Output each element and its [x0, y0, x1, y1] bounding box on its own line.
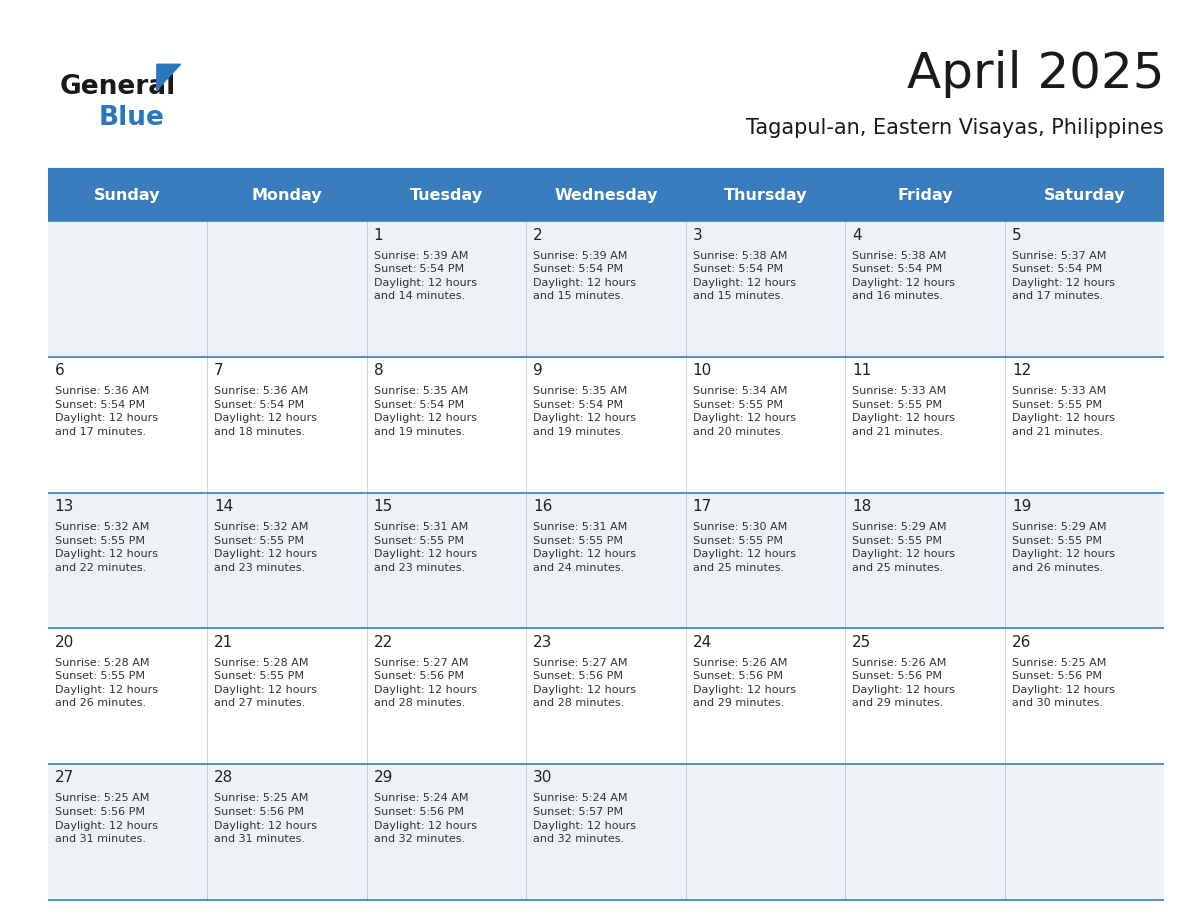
- Bar: [48, 221, 1164, 357]
- Text: Sunrise: 5:25 AM
Sunset: 5:56 PM
Daylight: 12 hours
and 31 minutes.: Sunrise: 5:25 AM Sunset: 5:56 PM Dayligh…: [214, 793, 317, 845]
- Bar: [48, 170, 1164, 221]
- Text: 3: 3: [693, 228, 702, 242]
- Text: 17: 17: [693, 499, 712, 514]
- Text: Sunrise: 5:24 AM
Sunset: 5:56 PM
Daylight: 12 hours
and 32 minutes.: Sunrise: 5:24 AM Sunset: 5:56 PM Dayligh…: [374, 793, 476, 845]
- Text: 28: 28: [214, 770, 233, 786]
- Text: 24: 24: [693, 634, 712, 650]
- Text: Sunrise: 5:39 AM
Sunset: 5:54 PM
Daylight: 12 hours
and 15 minutes.: Sunrise: 5:39 AM Sunset: 5:54 PM Dayligh…: [533, 251, 637, 301]
- Polygon shape: [157, 64, 181, 90]
- Text: Sunrise: 5:27 AM
Sunset: 5:56 PM
Daylight: 12 hours
and 28 minutes.: Sunrise: 5:27 AM Sunset: 5:56 PM Dayligh…: [533, 657, 637, 709]
- Text: Sunrise: 5:36 AM
Sunset: 5:54 PM
Daylight: 12 hours
and 17 minutes.: Sunrise: 5:36 AM Sunset: 5:54 PM Dayligh…: [55, 386, 158, 437]
- Text: Sunrise: 5:34 AM
Sunset: 5:55 PM
Daylight: 12 hours
and 20 minutes.: Sunrise: 5:34 AM Sunset: 5:55 PM Dayligh…: [693, 386, 796, 437]
- Text: 27: 27: [55, 770, 74, 786]
- Text: Sunrise: 5:27 AM
Sunset: 5:56 PM
Daylight: 12 hours
and 28 minutes.: Sunrise: 5:27 AM Sunset: 5:56 PM Dayligh…: [374, 657, 476, 709]
- Text: Sunrise: 5:36 AM
Sunset: 5:54 PM
Daylight: 12 hours
and 18 minutes.: Sunrise: 5:36 AM Sunset: 5:54 PM Dayligh…: [214, 386, 317, 437]
- Text: Sunrise: 5:31 AM
Sunset: 5:55 PM
Daylight: 12 hours
and 23 minutes.: Sunrise: 5:31 AM Sunset: 5:55 PM Dayligh…: [374, 522, 476, 573]
- Text: Sunrise: 5:29 AM
Sunset: 5:55 PM
Daylight: 12 hours
and 26 minutes.: Sunrise: 5:29 AM Sunset: 5:55 PM Dayligh…: [1012, 522, 1114, 573]
- Text: 13: 13: [55, 499, 74, 514]
- Text: Sunrise: 5:24 AM
Sunset: 5:57 PM
Daylight: 12 hours
and 32 minutes.: Sunrise: 5:24 AM Sunset: 5:57 PM Dayligh…: [533, 793, 637, 845]
- Text: 12: 12: [1012, 364, 1031, 378]
- Text: Wednesday: Wednesday: [554, 188, 658, 203]
- Text: Sunrise: 5:35 AM
Sunset: 5:54 PM
Daylight: 12 hours
and 19 minutes.: Sunrise: 5:35 AM Sunset: 5:54 PM Dayligh…: [374, 386, 476, 437]
- Bar: [48, 628, 1164, 764]
- Text: Sunrise: 5:30 AM
Sunset: 5:55 PM
Daylight: 12 hours
and 25 minutes.: Sunrise: 5:30 AM Sunset: 5:55 PM Dayligh…: [693, 522, 796, 573]
- Text: Sunrise: 5:37 AM
Sunset: 5:54 PM
Daylight: 12 hours
and 17 minutes.: Sunrise: 5:37 AM Sunset: 5:54 PM Dayligh…: [1012, 251, 1114, 301]
- Text: 18: 18: [852, 499, 872, 514]
- Text: Friday: Friday: [897, 188, 953, 203]
- Text: 7: 7: [214, 364, 223, 378]
- Text: 16: 16: [533, 499, 552, 514]
- Text: Tuesday: Tuesday: [410, 188, 482, 203]
- Text: Sunrise: 5:25 AM
Sunset: 5:56 PM
Daylight: 12 hours
and 31 minutes.: Sunrise: 5:25 AM Sunset: 5:56 PM Dayligh…: [55, 793, 158, 845]
- Text: 8: 8: [374, 364, 384, 378]
- Text: General: General: [59, 74, 176, 100]
- Text: Sunday: Sunday: [94, 188, 160, 203]
- Text: Monday: Monday: [252, 188, 322, 203]
- Text: April 2025: April 2025: [906, 50, 1164, 98]
- Text: 10: 10: [693, 364, 712, 378]
- Text: Sunrise: 5:25 AM
Sunset: 5:56 PM
Daylight: 12 hours
and 30 minutes.: Sunrise: 5:25 AM Sunset: 5:56 PM Dayligh…: [1012, 657, 1114, 709]
- Text: Sunrise: 5:26 AM
Sunset: 5:56 PM
Daylight: 12 hours
and 29 minutes.: Sunrise: 5:26 AM Sunset: 5:56 PM Dayligh…: [852, 657, 955, 709]
- Text: 26: 26: [1012, 634, 1031, 650]
- Bar: [48, 357, 1164, 493]
- Text: Saturday: Saturday: [1044, 188, 1125, 203]
- Text: 23: 23: [533, 634, 552, 650]
- Text: 20: 20: [55, 634, 74, 650]
- Text: Tagapul-an, Eastern Visayas, Philippines: Tagapul-an, Eastern Visayas, Philippines: [746, 118, 1164, 138]
- Text: 9: 9: [533, 364, 543, 378]
- Text: Sunrise: 5:39 AM
Sunset: 5:54 PM
Daylight: 12 hours
and 14 minutes.: Sunrise: 5:39 AM Sunset: 5:54 PM Dayligh…: [374, 251, 476, 301]
- Text: 22: 22: [374, 634, 393, 650]
- Text: Sunrise: 5:33 AM
Sunset: 5:55 PM
Daylight: 12 hours
and 21 minutes.: Sunrise: 5:33 AM Sunset: 5:55 PM Dayligh…: [852, 386, 955, 437]
- Text: Blue: Blue: [99, 105, 164, 130]
- Text: 29: 29: [374, 770, 393, 786]
- Text: 11: 11: [852, 364, 872, 378]
- Text: Sunrise: 5:38 AM
Sunset: 5:54 PM
Daylight: 12 hours
and 16 minutes.: Sunrise: 5:38 AM Sunset: 5:54 PM Dayligh…: [852, 251, 955, 301]
- Text: Sunrise: 5:33 AM
Sunset: 5:55 PM
Daylight: 12 hours
and 21 minutes.: Sunrise: 5:33 AM Sunset: 5:55 PM Dayligh…: [1012, 386, 1114, 437]
- Text: Sunrise: 5:32 AM
Sunset: 5:55 PM
Daylight: 12 hours
and 22 minutes.: Sunrise: 5:32 AM Sunset: 5:55 PM Dayligh…: [55, 522, 158, 573]
- Text: 19: 19: [1012, 499, 1031, 514]
- Text: Sunrise: 5:38 AM
Sunset: 5:54 PM
Daylight: 12 hours
and 15 minutes.: Sunrise: 5:38 AM Sunset: 5:54 PM Dayligh…: [693, 251, 796, 301]
- Text: Sunrise: 5:26 AM
Sunset: 5:56 PM
Daylight: 12 hours
and 29 minutes.: Sunrise: 5:26 AM Sunset: 5:56 PM Dayligh…: [693, 657, 796, 709]
- Text: 6: 6: [55, 364, 64, 378]
- Text: 30: 30: [533, 770, 552, 786]
- Bar: [48, 493, 1164, 628]
- Text: 2: 2: [533, 228, 543, 242]
- Text: Sunrise: 5:28 AM
Sunset: 5:55 PM
Daylight: 12 hours
and 27 minutes.: Sunrise: 5:28 AM Sunset: 5:55 PM Dayligh…: [214, 657, 317, 709]
- Text: 5: 5: [1012, 228, 1022, 242]
- Text: Sunrise: 5:29 AM
Sunset: 5:55 PM
Daylight: 12 hours
and 25 minutes.: Sunrise: 5:29 AM Sunset: 5:55 PM Dayligh…: [852, 522, 955, 573]
- Text: Sunrise: 5:35 AM
Sunset: 5:54 PM
Daylight: 12 hours
and 19 minutes.: Sunrise: 5:35 AM Sunset: 5:54 PM Dayligh…: [533, 386, 637, 437]
- Text: 14: 14: [214, 499, 233, 514]
- Text: 15: 15: [374, 499, 393, 514]
- Text: 25: 25: [852, 634, 872, 650]
- Text: Sunrise: 5:31 AM
Sunset: 5:55 PM
Daylight: 12 hours
and 24 minutes.: Sunrise: 5:31 AM Sunset: 5:55 PM Dayligh…: [533, 522, 637, 573]
- Text: 1: 1: [374, 228, 384, 242]
- Text: 4: 4: [852, 228, 862, 242]
- Text: 21: 21: [214, 634, 233, 650]
- Text: Sunrise: 5:28 AM
Sunset: 5:55 PM
Daylight: 12 hours
and 26 minutes.: Sunrise: 5:28 AM Sunset: 5:55 PM Dayligh…: [55, 657, 158, 709]
- Text: Thursday: Thursday: [723, 188, 807, 203]
- Bar: [48, 764, 1164, 900]
- Text: Sunrise: 5:32 AM
Sunset: 5:55 PM
Daylight: 12 hours
and 23 minutes.: Sunrise: 5:32 AM Sunset: 5:55 PM Dayligh…: [214, 522, 317, 573]
